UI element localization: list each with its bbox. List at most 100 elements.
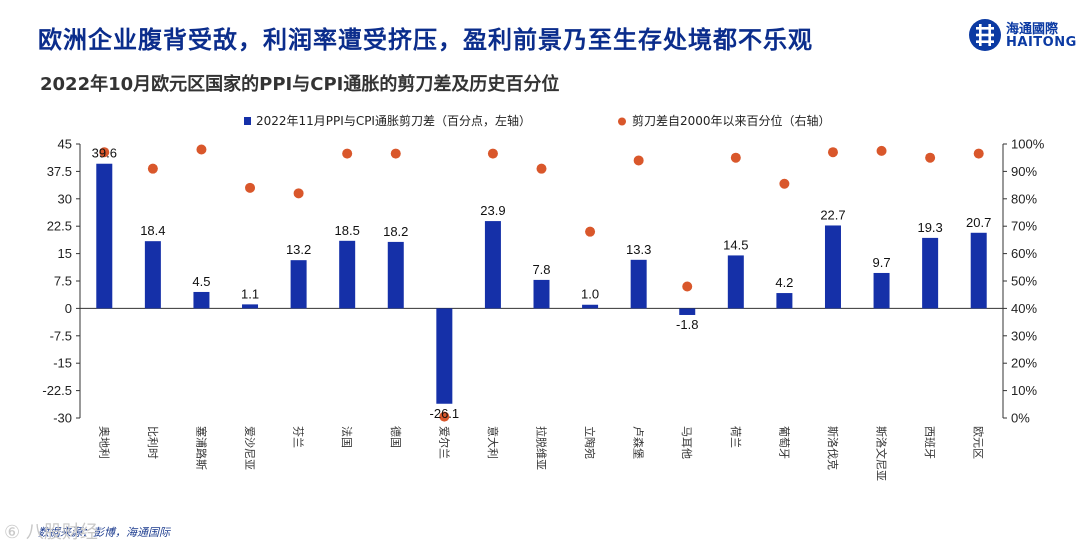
data-label: 4.2 <box>775 275 793 290</box>
percentile-point <box>730 152 741 163</box>
bar <box>96 163 113 309</box>
x-tick-label: 欧元区 <box>972 426 985 459</box>
data-label: 39.6 <box>92 146 117 161</box>
y-tick-right-label: 50% <box>1011 274 1037 289</box>
y-tick-left-label: 30 <box>58 191 72 206</box>
bar <box>387 241 404 309</box>
chart-title: 2022年10月欧元区国家的PPI与CPI通胀的剪刀差及历史百分位 <box>40 74 560 95</box>
y-tick-left-label: 0 <box>65 301 72 316</box>
percentile-point <box>779 178 790 189</box>
percentile-point <box>147 163 158 174</box>
y-tick-right-label: 100% <box>1011 137 1045 152</box>
y-tick-right-label: 80% <box>1011 191 1037 206</box>
data-label: 14.5 <box>723 237 748 252</box>
y-tick-left-label: 45 <box>58 137 72 152</box>
x-tick-label: 塞浦路斯 <box>194 426 208 470</box>
y-tick-right-label: 70% <box>1011 219 1037 234</box>
x-tick-label: 法国 <box>340 426 354 448</box>
data-label: 13.2 <box>286 242 311 257</box>
y-tick-left-label: -30 <box>53 411 72 426</box>
bar <box>873 272 890 309</box>
x-tick-label: 斯洛伐克 <box>826 426 840 470</box>
percentile-point <box>390 148 401 159</box>
y-tick-right-label: 0% <box>1011 411 1030 426</box>
watermark: ⑥ 八股财经 <box>4 522 98 543</box>
source-note: 数据来源：彭博，海通国际 <box>38 526 170 539</box>
y-tick-right-label: 40% <box>1011 301 1037 316</box>
x-tick-label: 斯洛文尼亚 <box>875 426 889 481</box>
y-tick-left-label: -22.5 <box>42 383 72 398</box>
percentile-point <box>439 411 450 422</box>
percentile-point <box>342 148 353 159</box>
data-label: 20.7 <box>966 215 991 230</box>
x-tick-label: 西班牙 <box>923 426 936 459</box>
x-tick-label: 爱尔兰 <box>437 426 450 459</box>
bar <box>776 293 793 309</box>
bar <box>922 237 939 309</box>
bar <box>484 221 501 309</box>
percentile-point <box>536 163 547 174</box>
haitong-logo-icon <box>969 19 1001 51</box>
data-label: 18.4 <box>140 223 165 238</box>
data-label: 13.3 <box>626 242 651 257</box>
data-label: 18.2 <box>383 224 408 239</box>
percentile-point <box>827 147 838 158</box>
bar <box>727 255 744 309</box>
bar <box>970 232 987 309</box>
x-tick-label: 爱沙尼亚 <box>243 426 256 470</box>
bar <box>824 225 841 309</box>
x-tick-label: 荷兰 <box>729 426 742 448</box>
bar <box>630 259 647 309</box>
x-tick-label: 奥地利 <box>97 426 111 459</box>
x-tick-label: 拉脱维亚 <box>535 426 549 470</box>
data-label: 18.5 <box>335 223 360 238</box>
y-tick-left-label: 7.5 <box>54 274 72 289</box>
percentile-point <box>682 281 693 292</box>
logo-name-cn: 海通國際 <box>1006 22 1059 37</box>
bar <box>436 308 453 404</box>
y-tick-right-label: 20% <box>1011 356 1037 371</box>
x-tick-label: 意大利 <box>486 426 500 459</box>
bar <box>533 279 550 309</box>
data-label: 19.3 <box>917 220 942 235</box>
percentile-point <box>245 182 256 193</box>
x-tick-label: 比利时 <box>146 426 159 459</box>
y-tick-left-label: -15 <box>53 356 72 371</box>
x-tick-label: 马耳他 <box>680 426 693 459</box>
y-tick-left-label: -7.5 <box>50 328 72 343</box>
data-label: 1.0 <box>581 287 599 302</box>
y-tick-right-label: 60% <box>1011 246 1037 261</box>
percentile-point <box>196 144 207 155</box>
y-tick-left-label: 15 <box>58 246 72 261</box>
bar <box>193 291 210 309</box>
legend-dot-label: 剪刀差自2000年以来百分位（右轴） <box>632 113 831 128</box>
logo-name-en: HAITONG <box>1006 35 1077 50</box>
data-label: 1.1 <box>241 286 259 301</box>
y-tick-left-label: 37.5 <box>47 164 72 179</box>
data-label: -1.8 <box>676 317 698 332</box>
chart: 45 37.5 30 22.5 15 7.5 0 -7.5 -15 -22.5 -30 100% 90%… <box>42 113 1045 481</box>
x-tick-label: 卢森堡 <box>632 426 646 459</box>
y-tick-left-label: 22.5 <box>47 219 72 234</box>
y-tick-right-label: 10% <box>1011 383 1037 398</box>
data-label: 22.7 <box>820 207 845 222</box>
legend-dot-swatch <box>618 117 626 126</box>
percentile-point <box>99 147 110 158</box>
y-tick-right-label: 90% <box>1011 164 1037 179</box>
bar <box>290 260 307 309</box>
y-tick-right-label: 30% <box>1011 328 1037 343</box>
haitong-logo: 海通國際 HAITONG <box>968 16 1078 54</box>
percentile-point <box>973 148 984 159</box>
data-label: 9.7 <box>873 255 891 270</box>
x-tick-label: 芬兰 <box>292 426 305 448</box>
data-label: -26.1 <box>430 406 460 421</box>
data-label: 4.5 <box>192 274 210 289</box>
percentile-point <box>633 155 644 166</box>
data-label: 7.8 <box>532 262 550 277</box>
x-tick-label: 葡萄牙 <box>777 426 790 459</box>
percentile-point <box>585 226 596 237</box>
x-tick-label: 德国 <box>389 426 403 448</box>
bar <box>144 241 161 309</box>
percentile-point <box>876 145 887 156</box>
bar <box>679 308 696 315</box>
